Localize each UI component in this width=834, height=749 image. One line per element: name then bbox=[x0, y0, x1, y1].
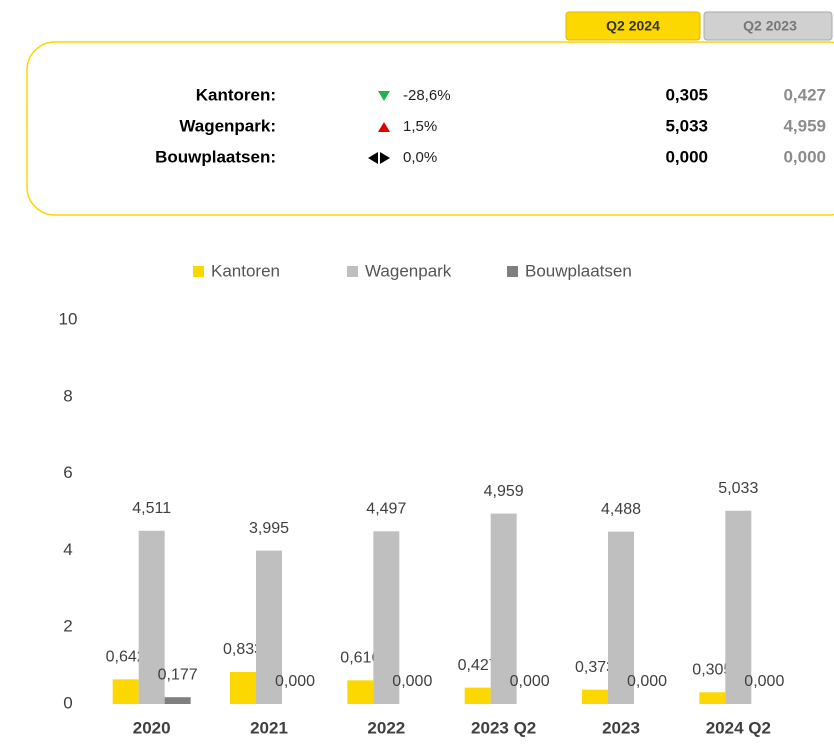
legend-swatch bbox=[507, 266, 518, 277]
bar bbox=[347, 680, 374, 704]
y-tick-label: 6 bbox=[63, 463, 72, 482]
tab-active[interactable] bbox=[565, 11, 701, 41]
tab-label: Q2 2024 bbox=[606, 18, 660, 34]
value-label: 3,995 bbox=[249, 520, 289, 537]
value-label: 0,000 bbox=[275, 673, 315, 690]
row-label: Kantoren: bbox=[196, 85, 276, 104]
value-label: 0,000 bbox=[392, 673, 432, 690]
row-label: Wagenpark: bbox=[179, 116, 276, 135]
y-tick-label: 4 bbox=[63, 540, 72, 559]
y-tick-label: 0 bbox=[63, 693, 72, 712]
value-label: 0,000 bbox=[510, 673, 550, 690]
bar bbox=[138, 530, 165, 704]
legend-label: Kantoren bbox=[211, 261, 280, 280]
bar bbox=[608, 531, 634, 704]
value-label: 0,177 bbox=[158, 666, 198, 683]
arrow-left bbox=[368, 152, 378, 164]
row-current: 0,000 bbox=[665, 147, 708, 166]
legend-swatch bbox=[193, 266, 204, 277]
bar bbox=[230, 672, 256, 704]
row-current: 0,305 bbox=[665, 85, 708, 104]
row-previous: 0,000 bbox=[783, 147, 826, 166]
legend-swatch bbox=[347, 266, 358, 277]
row-change: 1,5% bbox=[403, 118, 437, 135]
value-label: 4,959 bbox=[484, 483, 524, 500]
bar bbox=[464, 687, 491, 704]
x-tick-label: 2023 Q2 bbox=[471, 718, 536, 737]
value-label: 0,427 bbox=[458, 657, 498, 674]
value-label: 5,033 bbox=[718, 480, 758, 497]
value-label: 0,833 bbox=[223, 641, 263, 658]
row-current: 5,033 bbox=[665, 116, 708, 135]
x-tick-label: 2023 bbox=[602, 718, 640, 737]
row-change: 0,0% bbox=[403, 149, 437, 166]
value-label: 0,616 bbox=[340, 650, 380, 667]
x-tick-label: 2021 bbox=[250, 718, 288, 737]
value-label: 0,373 bbox=[575, 659, 615, 676]
bar bbox=[725, 510, 752, 704]
row-previous: 4,959 bbox=[783, 116, 826, 135]
x-tick-label: 2022 bbox=[367, 718, 405, 737]
x-tick-label: 2024 Q2 bbox=[706, 718, 771, 737]
legend-label: Bouwplaatsen bbox=[525, 261, 632, 280]
bar bbox=[112, 679, 139, 704]
bar bbox=[256, 550, 282, 704]
bar bbox=[373, 531, 400, 704]
summary-panel bbox=[26, 41, 834, 216]
arrow-right bbox=[380, 152, 390, 164]
arrow-down bbox=[378, 91, 390, 101]
bar bbox=[490, 513, 517, 704]
value-label: 0,000 bbox=[627, 673, 667, 690]
value-label: 0,642 bbox=[106, 649, 146, 666]
y-tick-label: 8 bbox=[63, 386, 72, 405]
row-change: -28,6% bbox=[403, 87, 451, 104]
tab-label: Q2 2023 bbox=[743, 18, 797, 34]
legend-label: Wagenpark bbox=[365, 261, 452, 280]
x-tick-label: 2020 bbox=[133, 718, 171, 737]
row-label: Bouwplaatsen: bbox=[155, 147, 276, 166]
row-previous: 0,427 bbox=[783, 85, 826, 104]
value-label: 4,511 bbox=[132, 500, 171, 517]
arrow-up bbox=[378, 122, 390, 132]
value-label: 0,000 bbox=[744, 673, 784, 690]
bar bbox=[582, 689, 608, 704]
y-tick-label: 10 bbox=[59, 309, 78, 328]
tab[interactable] bbox=[703, 11, 833, 41]
y-tick-label: 2 bbox=[63, 617, 72, 636]
value-label: 0,305 bbox=[692, 662, 732, 679]
value-label: 4,488 bbox=[601, 501, 641, 518]
value-label: 4,497 bbox=[366, 501, 406, 518]
bar bbox=[699, 692, 726, 704]
bar bbox=[164, 697, 191, 704]
